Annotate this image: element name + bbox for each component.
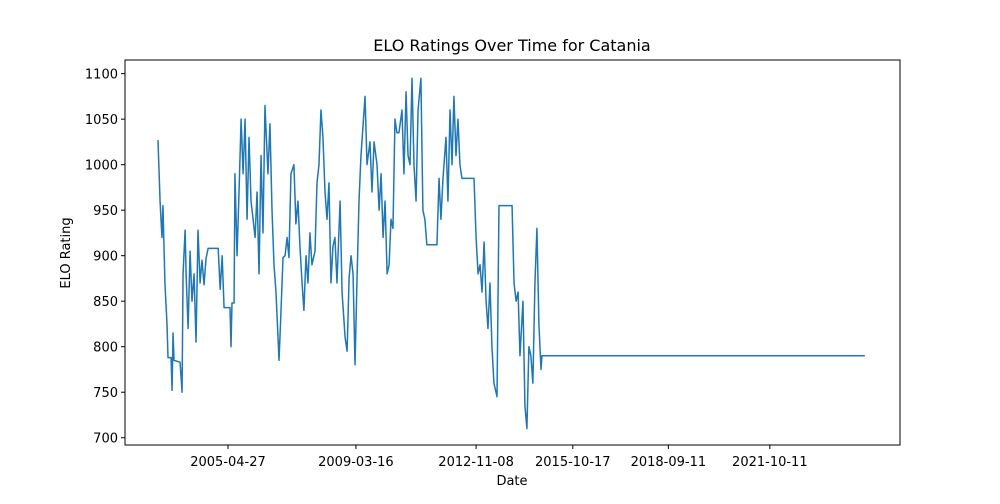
y-tick-label: 750 — [93, 386, 118, 401]
x-tick-label: 2021-10-11 — [732, 455, 808, 470]
series-line — [157, 77, 865, 430]
y-tick-label: 950 — [93, 204, 118, 219]
x-tick-label: 2018-09-11 — [631, 455, 707, 470]
x-tick-label: 2005-04-27 — [190, 455, 266, 470]
y-tick-label: 700 — [93, 432, 118, 447]
x-tick-label: 2012-11-08 — [438, 455, 514, 470]
y-tick-label: 800 — [93, 341, 118, 356]
y-tick-label: 850 — [93, 295, 118, 310]
y-tick-label: 1100 — [85, 68, 118, 83]
chart-title: ELO Ratings Over Time for Catania — [373, 36, 650, 55]
x-tick-label: 2009-03-16 — [318, 455, 394, 470]
x-tick-label: 2015-10-17 — [535, 455, 611, 470]
y-tick-label: 900 — [93, 250, 118, 265]
y-axis-label: ELO Rating — [59, 217, 74, 288]
y-tick-label: 1000 — [85, 159, 118, 174]
x-axis-label: Date — [496, 474, 527, 489]
y-tick-label: 1050 — [85, 113, 118, 128]
plot-frame — [124, 59, 901, 446]
